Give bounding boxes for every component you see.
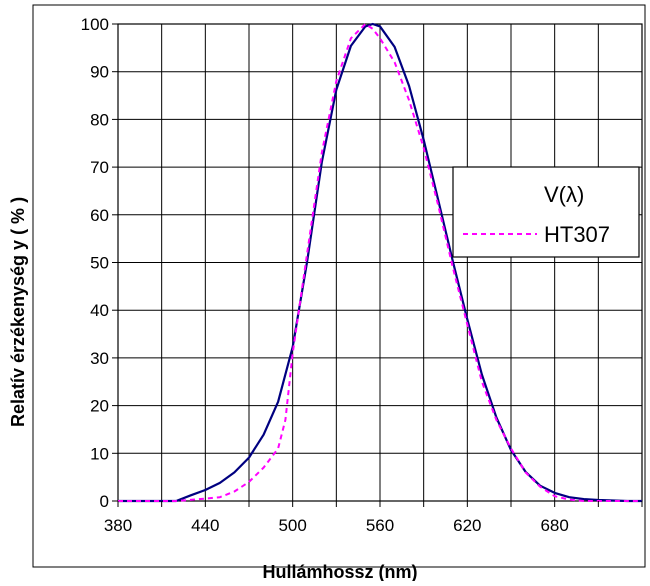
- x-tick-label: 380: [104, 516, 132, 535]
- y-axis-title: Relatív érzékenység y ( % ): [8, 197, 28, 427]
- y-tick-label: 70: [90, 158, 109, 177]
- y-tick-label: 60: [90, 206, 109, 225]
- x-tick-label: 500: [278, 516, 306, 535]
- axis-layer: 0 10 20 30 40 50 60 70 80 90 100 380 440 500 560 620 680: [81, 15, 643, 535]
- chart-area-border: [32, 4, 646, 568]
- legend-box: [452, 166, 640, 258]
- series-line-1: [118, 23, 642, 502]
- y-tick-label: 30: [90, 349, 109, 368]
- y-tick-label: 100: [81, 15, 109, 34]
- x-tick-label: 680: [540, 516, 568, 535]
- y-tick-label: 0: [100, 492, 109, 511]
- x-axis-title: Hullámhossz (nm): [262, 562, 417, 581]
- x-tick-label: 440: [191, 516, 219, 535]
- series-line-0: [118, 22, 642, 503]
- y-tick-label: 50: [90, 254, 109, 273]
- y-tick-label: 10: [90, 444, 109, 463]
- legend-label-0: V(λ): [544, 182, 584, 207]
- series-layer: [118, 22, 642, 503]
- y-tick-label: 90: [90, 63, 109, 82]
- x-tick-label: 560: [366, 516, 394, 535]
- legend-label-1: HT307: [544, 222, 610, 247]
- y-tick-label: 40: [90, 301, 109, 320]
- y-tick-label: 20: [90, 397, 109, 416]
- legend: V(λ) HT307: [452, 166, 640, 258]
- x-tick-label: 620: [453, 516, 481, 535]
- y-tick-label: 80: [90, 110, 109, 129]
